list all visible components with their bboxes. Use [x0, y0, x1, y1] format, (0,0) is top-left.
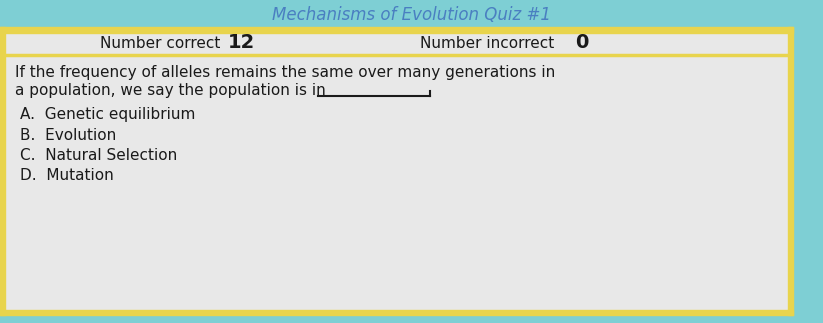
Text: Number correct: Number correct — [100, 36, 220, 50]
Text: D.  Mutation: D. Mutation — [20, 168, 114, 182]
Text: Mechanisms of Evolution Quiz #1: Mechanisms of Evolution Quiz #1 — [272, 6, 551, 24]
Text: B.  Evolution: B. Evolution — [20, 128, 116, 142]
Text: A.  Genetic equilibrium: A. Genetic equilibrium — [20, 108, 195, 122]
Text: If the frequency of alleles remains the same over many generations in: If the frequency of alleles remains the … — [15, 66, 556, 80]
Text: a population, we say the population is in: a population, we say the population is i… — [15, 84, 326, 99]
Text: Number incorrect: Number incorrect — [420, 36, 554, 50]
Text: 0: 0 — [575, 34, 588, 53]
FancyBboxPatch shape — [0, 27, 793, 315]
Text: 12: 12 — [228, 34, 255, 53]
Text: C.  Natural Selection: C. Natural Selection — [20, 148, 177, 162]
